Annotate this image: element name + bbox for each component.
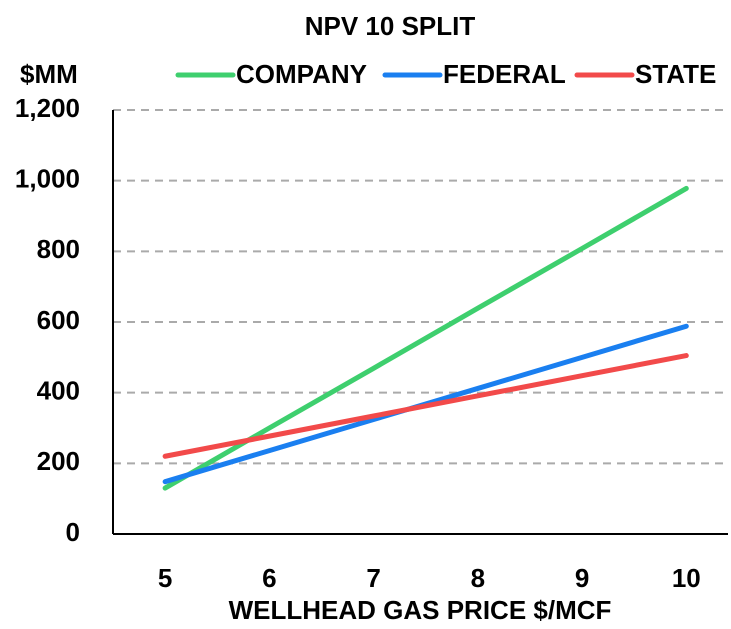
y-tick-label: 400 <box>37 376 80 406</box>
legend-label: COMPANY <box>236 59 367 89</box>
line-series <box>162 353 689 459</box>
x-axis-label: WELLHEAD GAS PRICE $/MCF <box>229 595 612 625</box>
x-tick-label: 9 <box>575 563 589 593</box>
y-tick-label: 200 <box>37 446 80 476</box>
y-axis-label: $MM <box>20 59 78 89</box>
x-tick-label: 6 <box>262 563 276 593</box>
x-tick-label: 7 <box>366 563 380 593</box>
x-tick-label: 10 <box>672 563 701 593</box>
y-tick-label: 1,200 <box>15 93 80 123</box>
x-tick-label: 5 <box>158 563 172 593</box>
legend-label: FEDERAL <box>443 59 566 89</box>
y-tick-label: 600 <box>37 305 80 335</box>
y-tick-label: 0 <box>66 517 80 547</box>
legend-label: STATE <box>635 59 716 89</box>
x-tick-label: 8 <box>471 563 485 593</box>
chart-title: NPV 10 SPLIT <box>305 11 476 41</box>
y-tick-label: 800 <box>37 234 80 264</box>
y-tick-label: 1,000 <box>15 164 80 194</box>
